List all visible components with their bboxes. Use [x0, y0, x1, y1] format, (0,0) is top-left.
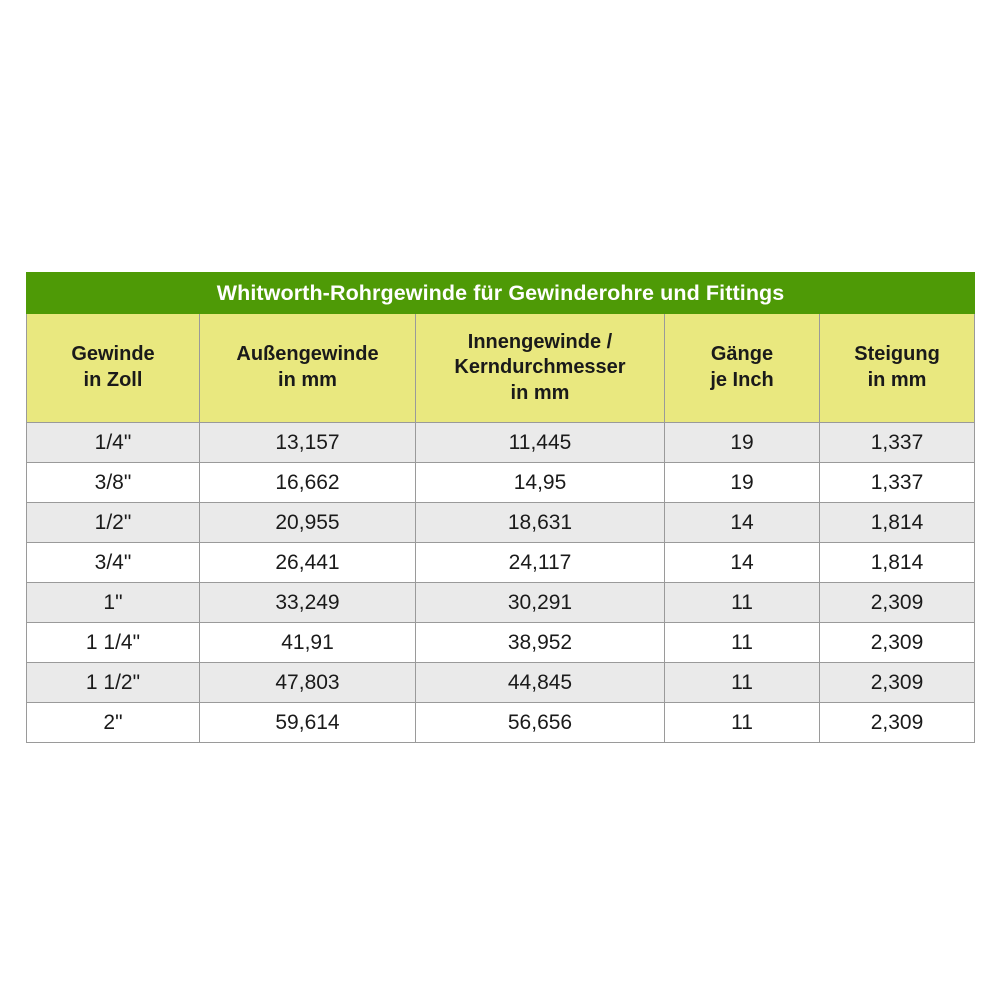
cell-steigung: 2,309 — [818, 622, 976, 663]
table-title-row: Whitworth-Rohrgewinde für Gewinderohre u… — [25, 272, 976, 314]
column-header-gewinde-line1: Gewinde — [71, 343, 155, 366]
column-header-aussengewinde: Außengewinde in mm — [199, 313, 416, 423]
cell-gewinde: 1/4" — [26, 422, 200, 463]
column-header-innengewinde-line2: Kerndurchmesser — [454, 356, 626, 379]
cell-aussen: 16,662 — [199, 462, 416, 503]
cell-gewinde: 1" — [26, 582, 200, 623]
cell-gaenge: 19 — [664, 422, 820, 463]
column-header-gaenge: Gänge je Inch — [664, 313, 820, 423]
column-header-innengewinde-line3: in mm — [510, 381, 570, 404]
column-header-steigung-line2: in mm — [867, 369, 927, 391]
cell-gaenge: 14 — [664, 542, 820, 583]
cell-aussen: 26,441 — [199, 542, 416, 583]
table-title: Whitworth-Rohrgewinde für Gewinderohre u… — [25, 272, 976, 314]
column-header-innengewinde-line1: Innengewinde / — [467, 330, 613, 353]
cell-innen: 14,95 — [415, 462, 665, 503]
cell-innen: 44,845 — [415, 662, 665, 703]
cell-steigung: 1,337 — [818, 462, 976, 503]
column-header-steigung-line1: Steigung — [854, 343, 940, 366]
table-row: 1/4" 13,157 11,445 19 1,337 — [26, 422, 976, 463]
cell-aussen: 41,91 — [199, 622, 416, 663]
cell-aussen: 20,955 — [199, 502, 416, 543]
cell-innen: 24,117 — [415, 542, 665, 583]
table-row: 1/2" 20,955 18,631 14 1,814 — [26, 502, 976, 543]
cell-innen: 18,631 — [415, 502, 665, 543]
whitworth-table: Whitworth-Rohrgewinde für Gewinderohre u… — [25, 272, 976, 743]
cell-steigung: 2,309 — [818, 662, 976, 703]
cell-gewinde: 3/4" — [26, 542, 200, 583]
table-header-row: Gewinde in Zoll Außengewinde in mm Innen… — [26, 313, 976, 423]
cell-innen: 38,952 — [415, 622, 665, 663]
cell-gewinde: 3/8" — [26, 462, 200, 503]
cell-aussen: 13,157 — [199, 422, 416, 463]
cell-gewinde: 1/2" — [26, 502, 200, 543]
column-header-gaenge-line2: je Inch — [710, 369, 774, 391]
cell-steigung: 1,337 — [818, 422, 976, 463]
cell-innen: 11,445 — [415, 422, 665, 463]
cell-steigung: 2,309 — [818, 702, 976, 743]
cell-gaenge: 19 — [664, 462, 820, 503]
cell-gewinde: 1 1/2" — [26, 662, 200, 703]
table-row: 3/4" 26,441 24,117 14 1,814 — [26, 542, 976, 583]
cell-gewinde: 1 1/4" — [26, 622, 200, 663]
cell-gewinde: 2" — [26, 702, 200, 743]
whitworth-table-container: Whitworth-Rohrgewinde für Gewinderohre u… — [25, 272, 976, 743]
column-header-gaenge-line1: Gänge — [710, 343, 774, 366]
table-row: 1 1/4" 41,91 38,952 11 2,309 — [26, 622, 976, 663]
cell-innen: 56,656 — [415, 702, 665, 743]
table-row: 1 1/2" 47,803 44,845 11 2,309 — [26, 662, 976, 703]
column-header-innengewinde: Innengewinde / Kerndurchmesser in mm — [415, 313, 665, 423]
column-header-aussengewinde-line2: in mm — [278, 369, 337, 391]
cell-gaenge: 11 — [664, 662, 820, 703]
cell-steigung: 1,814 — [818, 542, 976, 583]
cell-gaenge: 11 — [664, 622, 820, 663]
column-header-steigung: Steigung in mm — [818, 313, 976, 423]
cell-steigung: 1,814 — [818, 502, 976, 543]
cell-innen: 30,291 — [415, 582, 665, 623]
cell-gaenge: 11 — [664, 582, 820, 623]
cell-steigung: 2,309 — [818, 582, 976, 623]
cell-aussen: 33,249 — [199, 582, 416, 623]
table-row: 2" 59,614 56,656 11 2,309 — [26, 702, 976, 743]
column-header-aussengewinde-line1: Außengewinde — [236, 343, 379, 366]
column-header-gewinde-line2: in Zoll — [83, 369, 143, 391]
column-header-gewinde: Gewinde in Zoll — [26, 313, 200, 423]
cell-aussen: 47,803 — [199, 662, 416, 703]
table-row: 3/8" 16,662 14,95 19 1,337 — [26, 462, 976, 503]
cell-aussen: 59,614 — [199, 702, 416, 743]
table-row: 1" 33,249 30,291 11 2,309 — [26, 582, 976, 623]
cell-gaenge: 14 — [664, 502, 820, 543]
cell-gaenge: 11 — [664, 702, 820, 743]
